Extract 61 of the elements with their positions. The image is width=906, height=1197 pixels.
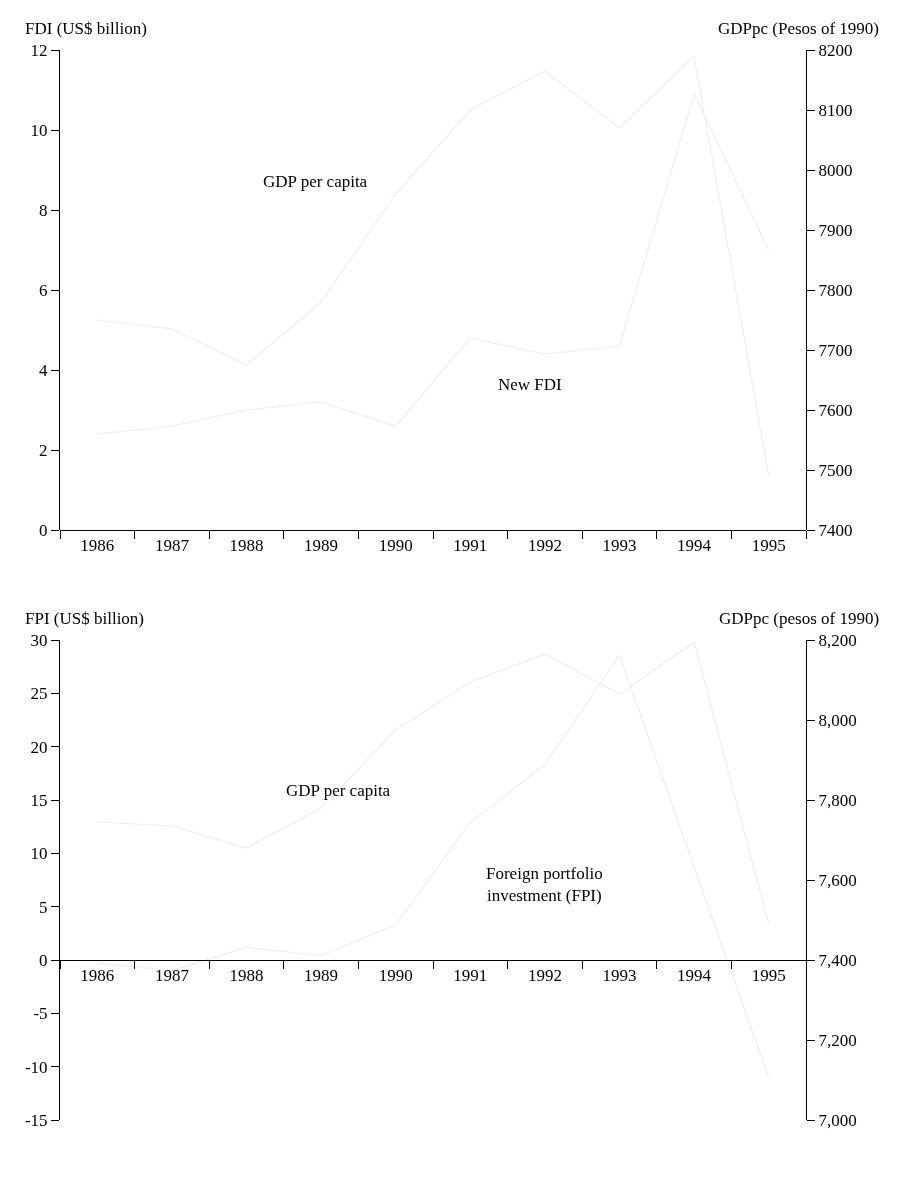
y2-tick-label: 7400 [818,520,853,540]
y-tick-label: 5 [39,897,48,917]
x-tick-label: 1990 [378,966,413,986]
x-tick-label: 1995 [751,536,786,556]
y-tick-label: -5 [33,1004,48,1024]
annotation: New FDI [498,375,563,394]
x-tick-label: 1993 [602,536,637,556]
x-tick-label: 1995 [751,966,786,986]
y2-tick-label: 7600 [818,400,853,420]
y-tick-label: 8 [39,200,48,220]
x-tick-label: 1990 [378,536,413,556]
y-tick-label: -15 [24,1110,48,1130]
annotation: GDP per capita [286,781,391,800]
y2-tick-label: 7,200 [818,1030,857,1050]
y-tick-label: 2 [39,440,48,460]
x-tick-label: 1992 [527,536,562,556]
y-tick-label: 15 [30,790,48,810]
x-tick-label: 1989 [304,966,339,986]
y-tick-label: 12 [30,40,48,60]
y-tick-label: 25 [30,684,48,704]
x-tick-label: 1987 [154,966,190,986]
y-tick-label: 0 [39,520,48,540]
y-tick-label: 4 [39,360,49,380]
y-tick-label: 30 [30,630,48,650]
x-tick-label: 1994 [677,966,712,986]
x-tick-label: 1993 [602,966,637,986]
x-tick-label: 1991 [453,536,488,556]
y2-tick-label: 7,600 [818,870,857,890]
y-tick-label: 10 [30,120,48,140]
y-tick-label: -10 [24,1057,48,1077]
y2-tick-label: 8100 [818,100,853,120]
y-tick-label: 20 [30,737,48,757]
y2-tick-label: 7800 [818,280,853,300]
y2-axis-title: GDPpc (pesos of 1990) [719,609,880,628]
y2-axis-title: GDPpc (Pesos of 1990) [718,19,880,38]
annotation: Foreign portfolio investment (FPI) [486,864,603,906]
x-tick-label: 1988 [229,536,264,556]
y2-tick-label: 8,000 [818,710,857,730]
x-tick-label: 1991 [453,966,488,986]
y2-tick-label: 7900 [818,220,853,240]
x-tick-label: 1986 [80,966,115,986]
y2-tick-label: 8,200 [818,630,857,650]
y2-tick-label: 7,400 [818,950,857,970]
x-tick-label: 1987 [154,536,190,556]
y-axis-title: FDI (US$ billion) [25,19,147,38]
x-tick-label: 1994 [677,536,712,556]
y-tick-label: 10 [30,844,48,864]
y2-tick-label: 7,000 [818,1110,857,1130]
y-tick-label: 0 [39,950,48,970]
x-tick-label: 1986 [80,536,115,556]
y-axis-title: FPI (US$ billion) [25,609,145,628]
y2-tick-label: 8000 [818,160,853,180]
y2-tick-label: 7500 [818,460,853,480]
y-tick-label: 6 [39,280,48,300]
x-tick-label: 1988 [229,966,264,986]
y2-tick-label: 8200 [818,40,853,60]
y2-tick-label: 7,800 [818,790,857,810]
x-tick-label: 1989 [304,536,339,556]
x-tick-label: 1992 [527,966,562,986]
y2-tick-label: 7700 [818,340,853,360]
annotation: GDP per capita [263,172,368,191]
